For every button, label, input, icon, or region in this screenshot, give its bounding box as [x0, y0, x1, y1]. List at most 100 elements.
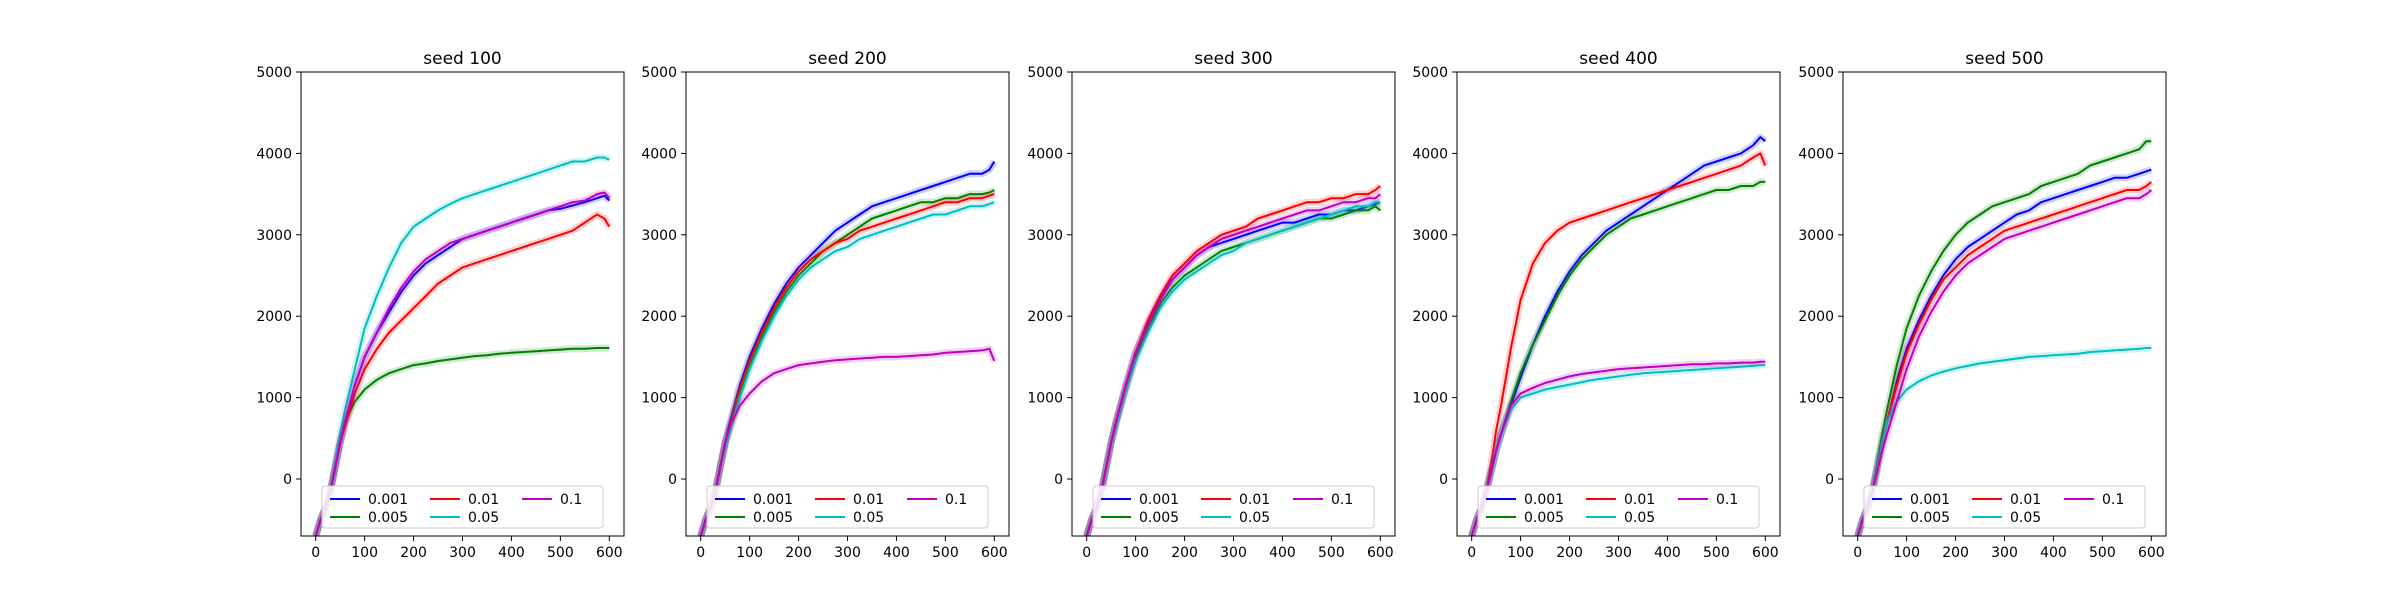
- x-tick-label: 300: [1605, 545, 1632, 561]
- y-tick-label: 5000: [1027, 65, 1063, 81]
- x-tick-label: 200: [1556, 545, 1583, 561]
- series-line-0.01: [1470, 152, 1767, 536]
- legend-label-0.005: 0.005: [753, 510, 793, 526]
- subplot-title: seed 400: [1579, 49, 1657, 69]
- legend-label-0.005: 0.005: [1910, 510, 1950, 526]
- x-tick-label: 100: [351, 545, 378, 561]
- legend-label-0.01: 0.01: [1239, 492, 1270, 508]
- axes-frame: [685, 71, 1010, 537]
- x-tick-label: 400: [1269, 545, 1296, 561]
- x-tick-label: 100: [1893, 545, 1920, 561]
- series-lines: [697, 159, 998, 536]
- legend-label-0.01: 0.01: [2010, 492, 2041, 508]
- x-tick-label: 100: [1507, 545, 1534, 561]
- x-tick-label: 500: [547, 545, 574, 561]
- subplot-title: seed 100: [423, 49, 501, 69]
- x-tick-label: 200: [785, 545, 812, 561]
- y-tick-label: 4000: [256, 146, 292, 162]
- series-band-0.001: [697, 159, 998, 536]
- x-tick-label: 400: [498, 545, 525, 561]
- x-tick-label: 300: [1991, 545, 2018, 561]
- y-tick-label: 2000: [1027, 309, 1063, 325]
- legend-label-0.001: 0.001: [1910, 492, 1950, 508]
- axes-frame: [1842, 71, 2167, 537]
- x-tick-label: 100: [736, 545, 763, 561]
- legend: 0.001 0.005 0.01 0.05 0.1: [1092, 485, 1375, 529]
- legend-label-0.05: 0.05: [853, 510, 884, 526]
- y-tick-label: 1000: [641, 391, 677, 407]
- x-tick-label: 0: [1082, 545, 1091, 561]
- x-tick-label: 100: [1122, 545, 1149, 561]
- legend-label-0.05: 0.05: [1239, 510, 1270, 526]
- legend-label-0.001: 0.001: [368, 492, 408, 508]
- legend-box: [1863, 485, 2146, 529]
- x-tick-label: 300: [1220, 545, 1247, 561]
- legend: 0.001 0.005 0.01 0.05 0.1: [321, 485, 604, 529]
- series-line-0.1: [699, 347, 996, 536]
- series-line-0.005: [1856, 140, 2152, 536]
- y-tick-label: 3000: [1027, 228, 1063, 244]
- legend: 0.001 0.005 0.01 0.05 0.1: [706, 485, 989, 529]
- series-band-0.01: [1468, 149, 1769, 536]
- legend-label-0.001: 0.001: [753, 492, 793, 508]
- x-tick-label: 600: [1367, 545, 1394, 561]
- legend-label-0.1: 0.1: [1716, 492, 1738, 508]
- x-tick-label: 200: [1171, 545, 1198, 561]
- y-tick-label: 0: [1825, 472, 1834, 488]
- y-tick-label: 5000: [1798, 65, 1834, 81]
- y-tick-label: 4000: [641, 146, 677, 162]
- y-tick-label: 5000: [641, 65, 677, 81]
- series-lines: [1083, 183, 1383, 536]
- x-tick-label: 500: [2089, 545, 2116, 561]
- legend-label-0.001: 0.001: [1139, 492, 1179, 508]
- x-tick-label: 400: [1654, 545, 1681, 561]
- series-lines: [312, 154, 613, 536]
- x-tick-label: 600: [1752, 545, 1779, 561]
- y-tick-label: 4000: [1027, 146, 1063, 162]
- series-band-0.005: [1854, 137, 2152, 536]
- x-tick-label: 0: [696, 545, 705, 561]
- subplot-title: seed 500: [1965, 49, 2043, 69]
- y-tick-label: 5000: [256, 65, 292, 81]
- x-tick-label: 600: [981, 545, 1008, 561]
- legend-label-0.05: 0.05: [2010, 510, 2041, 526]
- legend-box: [1477, 485, 1760, 529]
- axes-frame: [300, 71, 625, 537]
- series-line-0.1: [1470, 360, 1766, 536]
- y-tick-label: 3000: [641, 228, 677, 244]
- legend-label-0.01: 0.01: [1624, 492, 1655, 508]
- series-band-0.005: [1468, 178, 1766, 536]
- y-tick-label: 3000: [1798, 228, 1834, 244]
- legend-label-0.005: 0.005: [1139, 510, 1179, 526]
- y-tick-label: 1000: [1027, 391, 1063, 407]
- axes-frame: [1071, 71, 1396, 537]
- legend-label-0.1: 0.1: [945, 492, 967, 508]
- y-tick-label: 0: [668, 472, 677, 488]
- legend-label-0.05: 0.05: [1624, 510, 1655, 526]
- legend-label-0.1: 0.1: [1331, 492, 1353, 508]
- x-tick-label: 500: [932, 545, 959, 561]
- y-tick-label: 4000: [1412, 146, 1448, 162]
- legend-label-0.005: 0.005: [368, 510, 408, 526]
- legend-box: [321, 485, 604, 529]
- x-tick-label: 600: [596, 545, 623, 561]
- subplot-title: seed 300: [1194, 49, 1272, 69]
- series-band-0.1: [312, 189, 612, 536]
- series-line-0.1: [1085, 193, 1381, 536]
- y-tick-label: 3000: [1412, 228, 1448, 244]
- legend-label-0.05: 0.05: [468, 510, 499, 526]
- x-tick-label: 600: [2138, 545, 2165, 561]
- legend-label-0.01: 0.01: [468, 492, 499, 508]
- x-tick-label: 200: [1942, 545, 1969, 561]
- y-tick-label: 2000: [256, 309, 292, 325]
- x-tick-label: 500: [1318, 545, 1345, 561]
- x-tick-label: 400: [2040, 545, 2067, 561]
- subplot-2: seed 200 0 100 200 300 400 500 600 0 1000 2000 3000…: [641, 49, 1010, 561]
- legend-label-0.005: 0.005: [1524, 510, 1564, 526]
- y-tick-label: 2000: [1798, 309, 1834, 325]
- y-tick-label: 5000: [1412, 65, 1448, 81]
- y-tick-label: 0: [1439, 472, 1448, 488]
- y-tick-label: 0: [1054, 472, 1063, 488]
- legend-label-0.01: 0.01: [853, 492, 884, 508]
